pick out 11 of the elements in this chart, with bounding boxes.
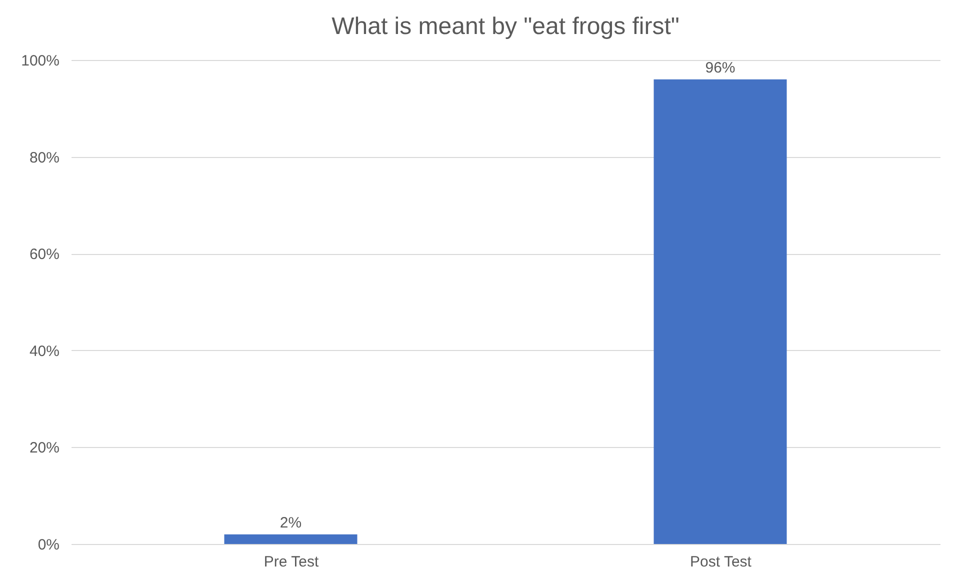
y-tick-label: 0% (38, 536, 60, 554)
y-tick-label: 80% (29, 149, 60, 166)
chart-title: What is meant by "eat frogs first" (332, 13, 680, 40)
y-tick-label: 60% (29, 246, 60, 264)
data-label: 96% (705, 59, 736, 76)
data-label: 2% (280, 514, 302, 532)
y-tick-label: 20% (29, 440, 60, 457)
y-tick-label: 40% (29, 342, 60, 360)
x-tick-label: Pre Test (264, 554, 320, 570)
y-tick-label: 100% (21, 52, 60, 70)
x-tick-label: Post Test (690, 554, 752, 570)
